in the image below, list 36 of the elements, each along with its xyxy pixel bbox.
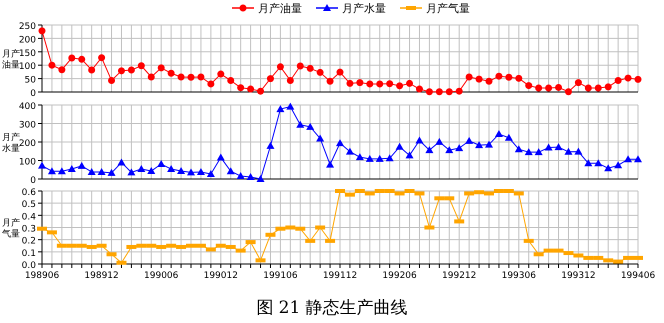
x-tick-label: 199212 [442, 271, 476, 281]
y-tick-label: 300 [18, 120, 36, 130]
x-tick-label: 199106 [263, 271, 298, 281]
y-tick-label: 0 [30, 176, 36, 186]
y-tick-label: 400 [18, 102, 36, 112]
x-tick-label: 199406 [620, 271, 656, 281]
x-tick-label: 199312 [561, 271, 596, 281]
caption: 图 21 静态生产曲线 [256, 298, 408, 318]
y-tick-label: 100 [18, 62, 36, 72]
legend-label: 月产气量 [426, 2, 470, 15]
y-tick-label: 50 [24, 76, 36, 86]
y-tick-label: 200 [18, 35, 36, 46]
y-tick-label: 0.3 [22, 224, 36, 234]
x-tick-label: 198912 [84, 271, 119, 281]
x-tick-label: 199006 [144, 271, 179, 281]
y-tick-label: 0.5 [22, 200, 36, 210]
y-tick-label: 0.6 [22, 188, 36, 198]
x-tick-label: 199206 [382, 271, 418, 281]
legend-label: 月产水量 [342, 2, 386, 15]
y-tick-label: 0 [30, 89, 36, 99]
y-axis-title: 月产水量 [2, 132, 20, 154]
y-tick-label: 150 [18, 48, 36, 59]
y-tick-label: 0.4 [22, 212, 36, 222]
y-tick-label: 100 [18, 158, 36, 168]
y-axis-title: 月产油量 [2, 48, 20, 70]
y-tick-label: 0.2 [22, 236, 36, 247]
x-tick-label: 199306 [502, 271, 536, 281]
x-tick-label: 198906 [24, 271, 60, 281]
legend-label: 月产油量 [258, 2, 302, 15]
y-tick-label: 0.0 [22, 261, 36, 271]
y-tick-label: 0.1 [22, 248, 36, 259]
y-tick-label: 250 [18, 22, 36, 32]
x-tick-label: 199012 [204, 271, 238, 281]
y-tick-label: 200 [18, 139, 36, 149]
x-tick-label: 199112 [322, 271, 358, 281]
y-axis-title: 月产气量 [2, 218, 20, 240]
